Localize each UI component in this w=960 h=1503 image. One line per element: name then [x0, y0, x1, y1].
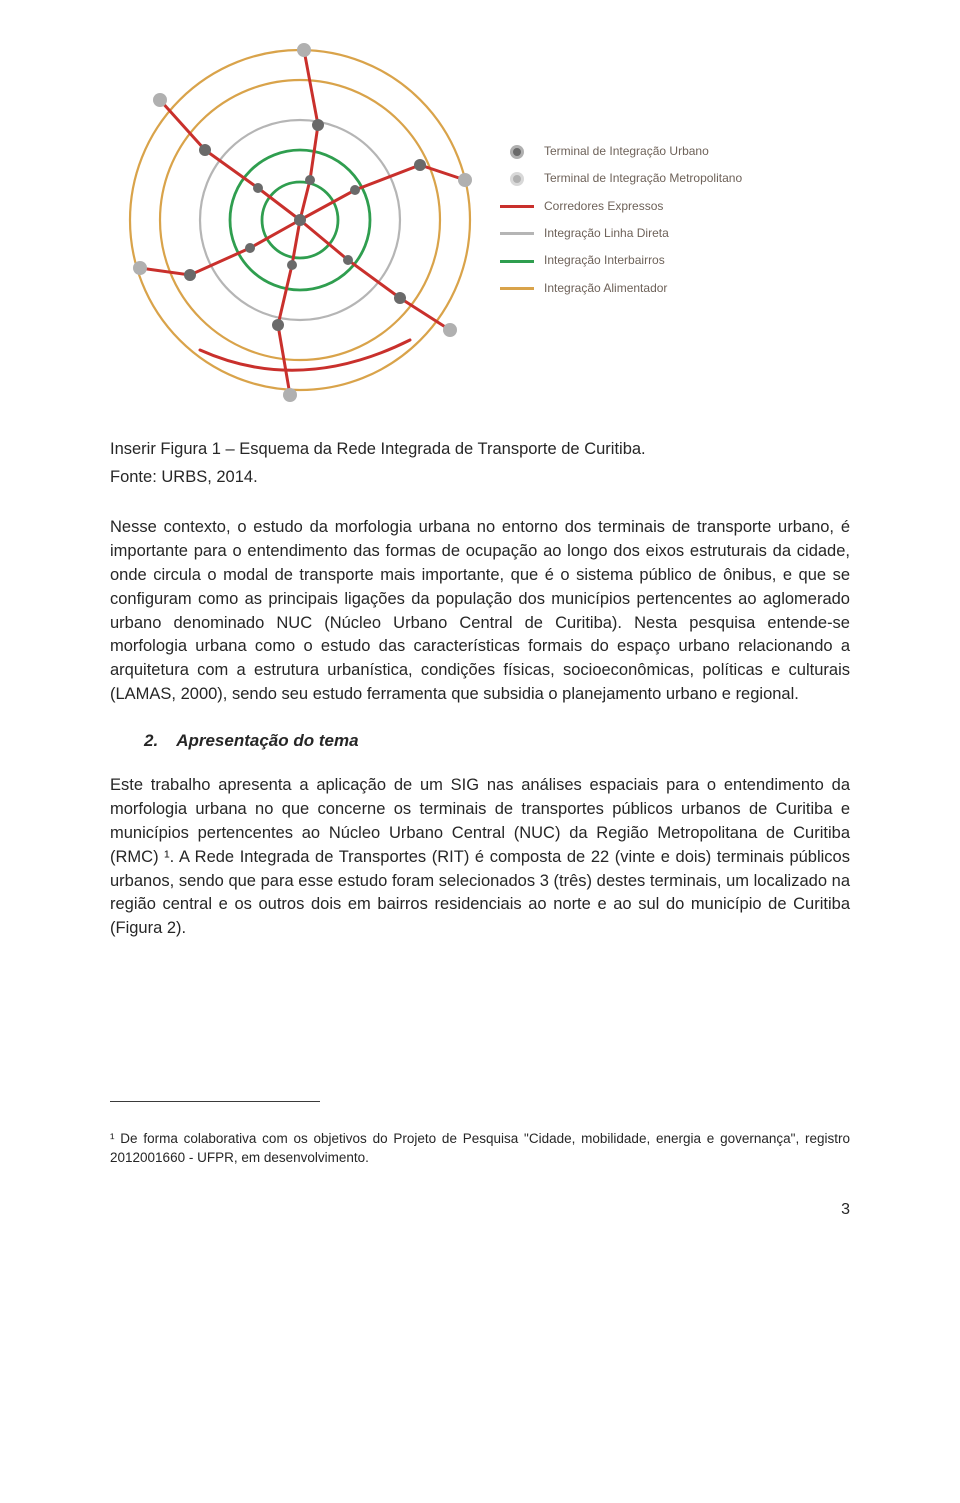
legend-item: Integração Linha Direta	[500, 225, 742, 242]
figure-source: Fonte: URBS, 2014.	[110, 466, 850, 490]
legend-label: Terminal de Integração Urbano	[544, 143, 709, 160]
figure-caption: Inserir Figura 1 – Esquema da Rede Integ…	[110, 438, 850, 462]
legend-item: Terminal de Integração Metropolitano	[500, 170, 742, 187]
legend-label: Integração Alimentador	[544, 280, 667, 297]
line-icon	[500, 281, 534, 295]
figure-legend: Terminal de Integração Urbano Terminal d…	[500, 143, 742, 297]
line-icon	[500, 227, 534, 241]
paragraph: Nesse contexto, o estudo da morfologia u…	[110, 516, 850, 707]
legend-label: Integração Linha Direta	[544, 225, 669, 242]
line-icon	[500, 254, 534, 268]
legend-item: Terminal de Integração Urbano	[500, 143, 742, 160]
line-icon	[500, 199, 534, 213]
network-diagram	[110, 30, 490, 410]
footnote: ¹ De forma colaborativa com os objetivos…	[110, 1130, 850, 1168]
terminal-urban-icon	[500, 145, 534, 159]
legend-item: Integração Interbairros	[500, 252, 742, 269]
legend-item: Corredores Expressos	[500, 198, 742, 215]
legend-label: Terminal de Integração Metropolitano	[544, 170, 742, 187]
terminal-metro-icon	[500, 172, 534, 186]
figure-1: Terminal de Integração Urbano Terminal d…	[110, 30, 850, 410]
section-heading: 2. Apresentação do tema	[144, 729, 850, 754]
page-number: 3	[110, 1198, 850, 1221]
paragraph: Este trabalho apresenta a aplicação de u…	[110, 774, 850, 941]
legend-label: Corredores Expressos	[544, 198, 663, 215]
legend-item: Integração Alimentador	[500, 280, 742, 297]
heading-text: Apresentação do tema	[176, 729, 358, 754]
footnote-rule	[110, 1101, 320, 1102]
legend-label: Integração Interbairros	[544, 252, 665, 269]
heading-number: 2.	[144, 729, 158, 754]
